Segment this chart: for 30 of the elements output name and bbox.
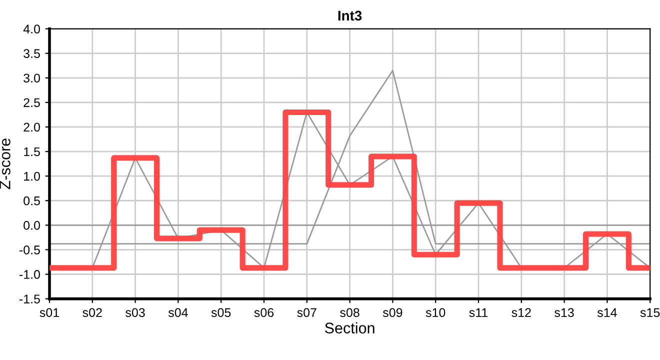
y-tick-label: 2.5	[24, 98, 40, 108]
y-tick-label: 0.0	[24, 220, 40, 230]
x-tick-label: s15	[640, 308, 660, 318]
y-tick-label: 3.5	[24, 49, 40, 58]
y-tick-label: -0.5	[19, 246, 40, 254]
y-tick-label: -1.0	[19, 270, 40, 279]
chart-title: Int3	[338, 10, 362, 21]
x-tick-label: s14	[597, 308, 617, 318]
y-axis-title: Z-score	[0, 138, 10, 190]
x-tick-label: s05	[211, 308, 231, 318]
x-tick-label: s07	[297, 308, 316, 318]
x-axis-title: Section	[325, 322, 374, 334]
y-tick-label: 1.5	[24, 147, 40, 156]
x-tick-label: s02	[82, 308, 102, 318]
y-tick-label: 3.0	[24, 74, 40, 83]
x-tick-label: s09	[382, 308, 402, 318]
x-tick-label: s06	[254, 308, 274, 318]
x-tick-label: s10	[426, 308, 446, 318]
x-tick-label: s13	[554, 308, 574, 318]
y-tick-label: -1.5	[19, 294, 40, 304]
x-tick-label: s01	[40, 308, 59, 318]
y-tick-label: 2.0	[24, 122, 40, 132]
x-tick-label: s11	[469, 308, 488, 318]
y-tick-label: 1.0	[24, 172, 40, 181]
x-tick-label: s12	[512, 308, 531, 318]
y-tick-label: 0.5	[24, 196, 40, 206]
x-tick-label: s04	[168, 308, 188, 318]
y-tick-label: 4.0	[23, 24, 40, 34]
x-tick-label: s03	[126, 308, 145, 318]
x-tick-label: s08	[340, 308, 360, 318]
